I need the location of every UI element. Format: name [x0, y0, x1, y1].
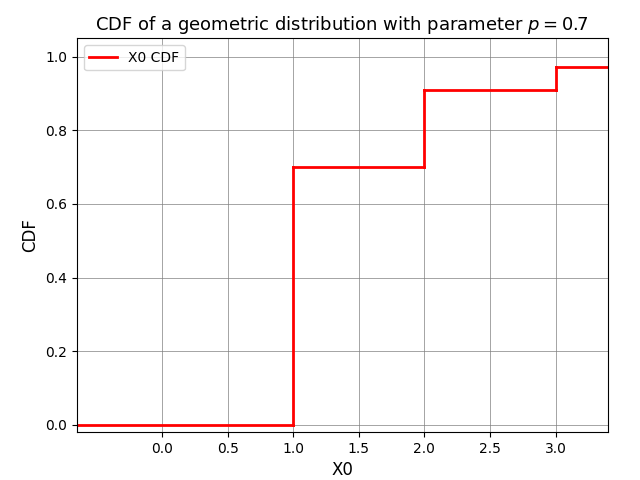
Y-axis label: CDF: CDF — [22, 218, 40, 252]
X-axis label: X0: X0 — [332, 461, 353, 479]
Legend: X0 CDF: X0 CDF — [84, 45, 185, 71]
Title: CDF of a geometric distribution with parameter $p = 0.7$: CDF of a geometric distribution with par… — [95, 14, 589, 36]
